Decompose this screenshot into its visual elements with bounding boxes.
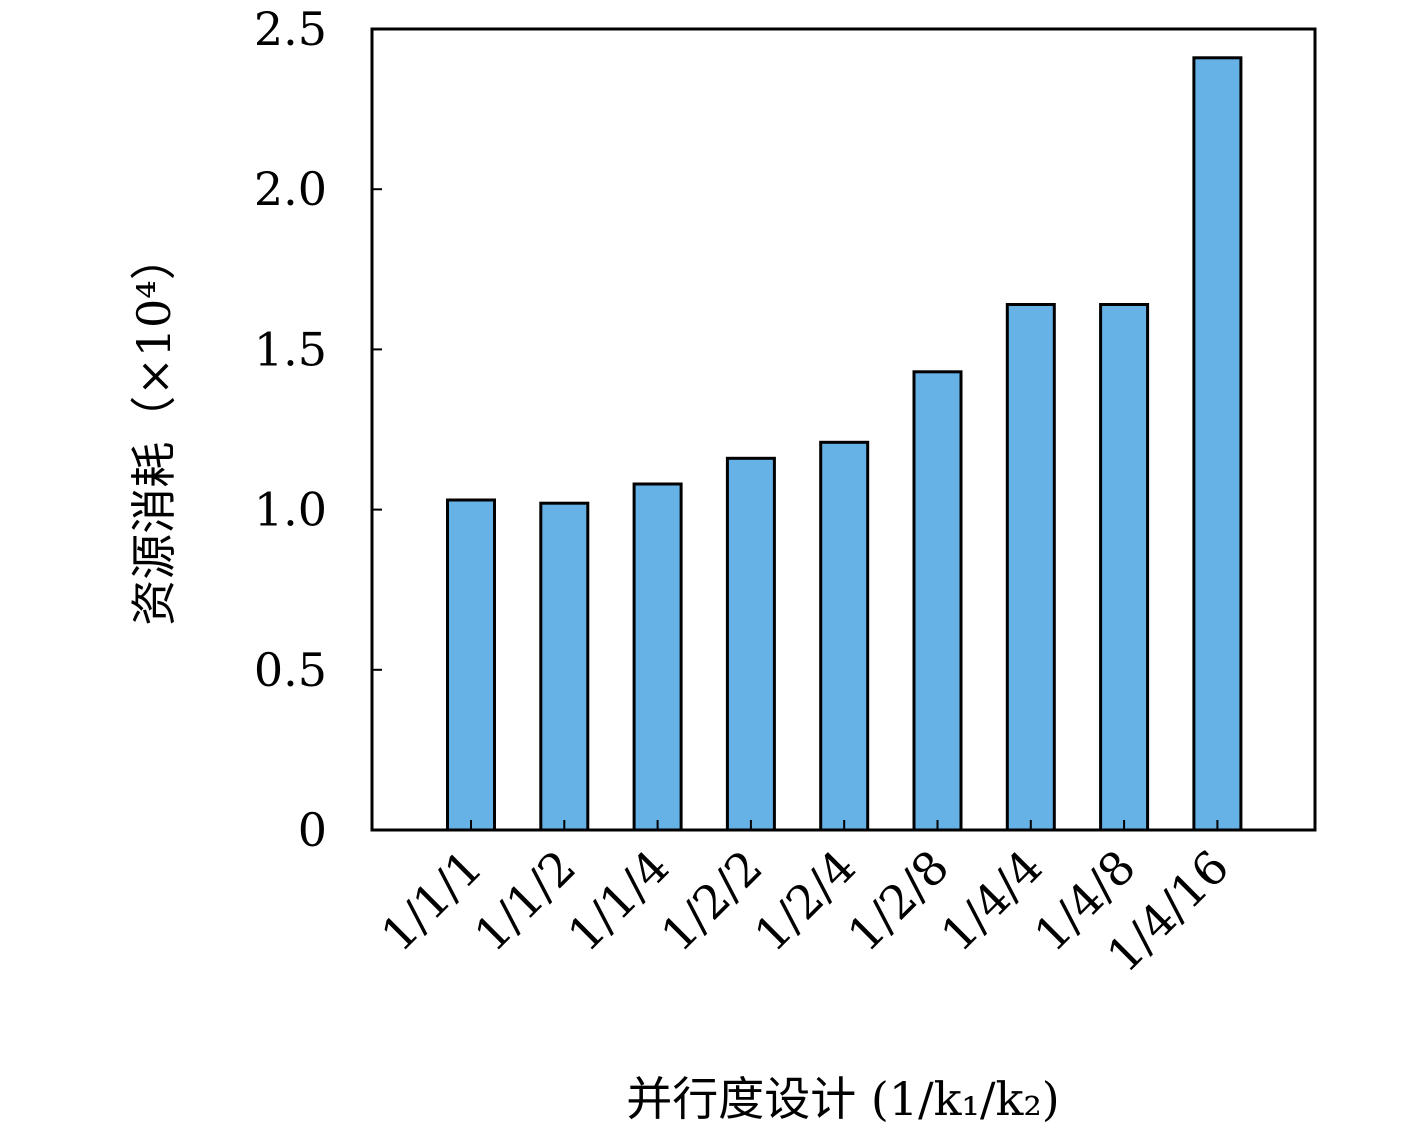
bar-1-2-2 xyxy=(725,456,776,832)
x-tick-label: 1/2/8 xyxy=(837,840,959,962)
bar-1-2-8 xyxy=(912,370,963,832)
y-tick-label: 0.5 xyxy=(254,643,327,697)
bar-1-4-4 xyxy=(1005,303,1056,832)
y-tick-label: 0 xyxy=(298,803,327,857)
bar-1-1-1 xyxy=(446,498,496,832)
x-axis-ticks: 1/1/11/1/21/1/41/2/21/2/41/2/81/4/41/4/8… xyxy=(371,820,1239,982)
bar-1-2-4 xyxy=(819,440,870,832)
bar-1-4-8 xyxy=(1099,303,1150,832)
y-tick-label: 2.0 xyxy=(254,162,327,216)
x-tick-label: 1/1/4 xyxy=(557,840,679,962)
y-axis-ticks: 0 0.5 1.0 1.5 2.0 2.5 xyxy=(254,2,382,857)
x-tick-label: 1/1/2 xyxy=(464,840,586,962)
bar-1-1-4 xyxy=(632,482,683,832)
y-tick-label: 2.5 xyxy=(254,2,327,56)
x-tick-label: 1/4/4 xyxy=(930,840,1052,962)
bar-1-4-16 xyxy=(1192,56,1243,832)
x-tick-label: 1/2/2 xyxy=(650,840,772,962)
y-axis-title: 资源消耗（×10⁴） xyxy=(127,234,181,626)
bar-1-1-2 xyxy=(539,501,590,832)
y-tick-label: 1.5 xyxy=(254,322,327,376)
x-tick-label: 1/1/1 xyxy=(371,840,493,962)
x-tick-label: 1/2/4 xyxy=(744,840,866,962)
y-tick-label: 1.0 xyxy=(254,483,327,537)
bars-group xyxy=(446,56,1243,832)
x-axis-title: 并行度设计 (1/k₁/k₂) xyxy=(626,1072,1059,1126)
